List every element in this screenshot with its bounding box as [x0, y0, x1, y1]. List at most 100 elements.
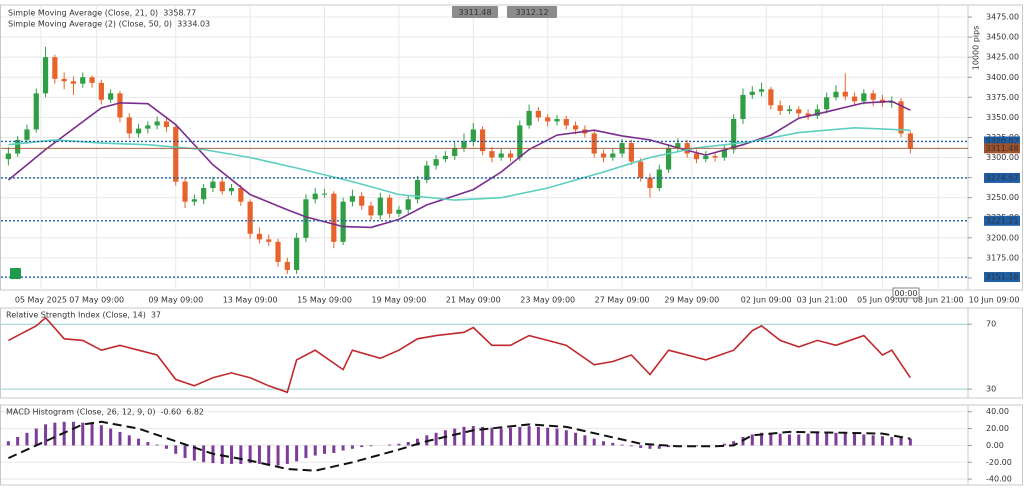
histogram-bar [536, 426, 540, 446]
candle-body [331, 193, 337, 242]
histogram-bar [285, 445, 289, 464]
candle-body [433, 159, 439, 166]
histogram-bar [592, 438, 596, 446]
candle-body [498, 153, 504, 158]
x-tick-label: 15 May 09:00 [297, 296, 352, 305]
histogram-bar [499, 428, 503, 446]
y-tick-label: 3450.00 [986, 33, 1019, 42]
candle-body [256, 233, 263, 240]
x-tick-label: 13 May 09:00 [223, 296, 278, 305]
candle-body [721, 149, 727, 158]
histogram-bar [629, 445, 633, 447]
level-label: 3320.02 [985, 137, 1018, 146]
x-tick-label: 02 Jun 09:00 [741, 296, 792, 305]
bid-box [452, 6, 498, 18]
candle-body [842, 91, 848, 97]
histogram-bar [471, 426, 475, 446]
candle-body [98, 82, 104, 100]
y-tick-label: -40.00 [986, 475, 1012, 484]
x-tick-label: 07 May 09:00 [69, 296, 124, 305]
histogram-bar [834, 432, 838, 446]
panel-frame [0, 404, 1023, 486]
candle-body [359, 196, 365, 206]
y-tick-label: 40.00 [986, 407, 1009, 416]
candle-body [303, 199, 309, 238]
level-label-box [984, 136, 1020, 147]
y-tick-label: 3425.00 [986, 53, 1019, 62]
y-tick-label: 70 [986, 320, 996, 329]
histogram-bar [295, 445, 299, 462]
candle-body [563, 119, 569, 126]
candle-body [805, 113, 811, 116]
candle-body [535, 110, 541, 118]
histogram-bar [118, 431, 122, 446]
legend-label: Simple Moving Average (Close, 21, 0) [8, 9, 158, 18]
histogram-bar [694, 445, 698, 447]
candle-body [833, 91, 839, 98]
candle-body [191, 199, 197, 202]
candle-body [591, 133, 597, 154]
histogram-bar [462, 426, 466, 446]
candle-body [108, 93, 114, 100]
candle-body [321, 193, 328, 195]
y-tick-label: 20.00 [986, 424, 1009, 433]
histogram-bar [853, 433, 857, 446]
candle-body [312, 193, 318, 200]
candle-body [52, 57, 58, 79]
histogram-bar [53, 422, 57, 446]
candle-body [796, 109, 802, 114]
x-tick-label: 09 May 09:00 [148, 296, 203, 305]
last-price-label: 3311.48 [985, 144, 1018, 153]
candle-body [340, 201, 346, 242]
candle-body [117, 93, 123, 118]
axis-unit-label: 10000 pips [972, 26, 981, 71]
candle-body [228, 188, 235, 192]
candle-body [758, 89, 765, 92]
y-tick-label: 3475.00 [986, 13, 1019, 22]
y-tick-label: 3250.00 [986, 193, 1019, 202]
candle-body [33, 93, 39, 130]
histogram-bar [750, 434, 754, 446]
x-tick-label: 21 May 09:00 [446, 296, 501, 305]
histogram-bar [778, 433, 782, 446]
signal-line [7, 420, 911, 472]
legend-value: 3334.03 [177, 20, 210, 29]
candle-body [173, 127, 179, 182]
candle-body [517, 125, 523, 158]
candle-body [712, 155, 718, 158]
histogram-bar [183, 445, 187, 459]
histogram-bar [825, 432, 829, 446]
candle-body [470, 129, 476, 142]
candle-body [452, 147, 458, 156]
candle-body [489, 151, 495, 158]
candle-body [851, 96, 858, 102]
candle-body [814, 109, 820, 116]
candle-body [135, 128, 142, 134]
histogram-bar [99, 425, 103, 446]
candle-body [266, 239, 272, 242]
ask-box [507, 6, 557, 18]
legend-label: Simple Moving Average (2) (Close, 50, 0) [8, 20, 172, 29]
histogram-bar [90, 423, 94, 446]
candle-body [461, 141, 467, 148]
histogram-bar [648, 445, 652, 449]
level-label: 3221.21 [985, 216, 1018, 225]
candle-body [870, 93, 876, 100]
histogram-bar [16, 437, 20, 446]
candle-body [70, 81, 77, 84]
histogram-bar [230, 445, 234, 464]
histogram-bar [601, 441, 605, 446]
y-tick-label: 3350.00 [986, 113, 1019, 122]
histogram-bar [6, 441, 10, 446]
candle-body [15, 139, 21, 154]
histogram-bar [787, 434, 791, 446]
candle-body [628, 143, 634, 162]
candle-body [201, 188, 207, 200]
x-tick-label: 03 Jun 21:00 [797, 296, 848, 305]
histogram-bar [797, 434, 801, 446]
histogram-bar [416, 438, 420, 446]
histogram-bar [722, 443, 726, 446]
histogram-bar [164, 445, 168, 449]
